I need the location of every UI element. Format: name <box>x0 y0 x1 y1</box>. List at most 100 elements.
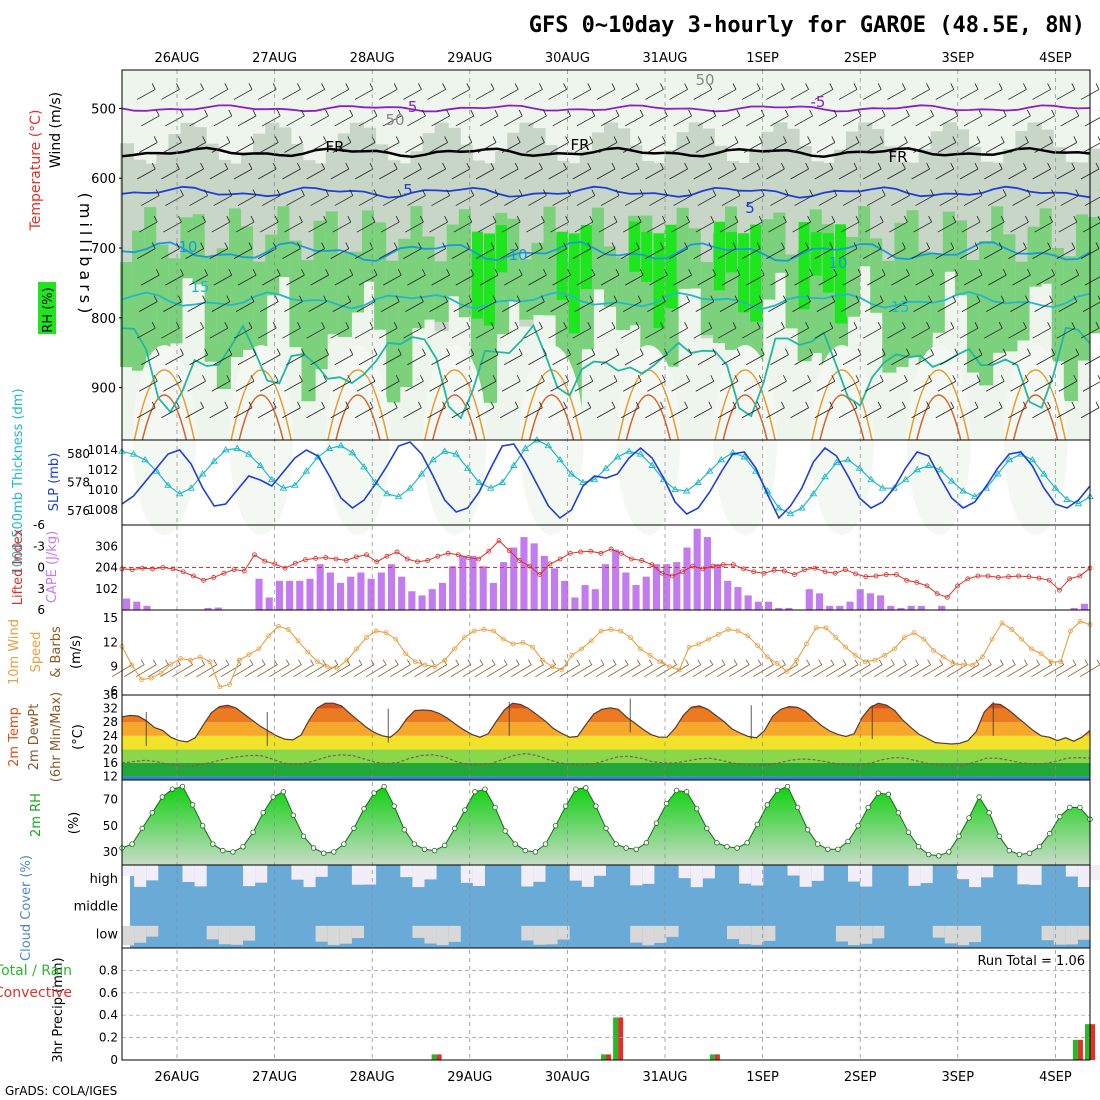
wind-barb <box>500 401 519 419</box>
wind-barb <box>524 242 543 259</box>
wind-barb <box>1032 162 1051 180</box>
wind-ylabel: Speed <box>29 632 44 673</box>
wind-barb <box>598 136 618 153</box>
isotherm-30 <box>625 394 672 441</box>
rh-band-green <box>930 253 945 333</box>
date-label-top: 29AUG <box>447 51 492 66</box>
wind-speed-point <box>344 657 350 663</box>
cloud-high-gap <box>908 865 921 886</box>
wind-speed-point <box>510 641 516 647</box>
wind-barb <box>330 322 350 339</box>
wind-barb <box>213 268 233 286</box>
wind-barb <box>237 268 257 286</box>
rh-point <box>542 841 549 847</box>
thickness-point <box>636 450 645 457</box>
wind-barb <box>308 375 327 392</box>
cloud-high-gap <box>642 865 655 884</box>
wind-barb-10m <box>982 659 1004 678</box>
wind-barb <box>403 242 422 259</box>
cloud-high-gap <box>460 865 473 883</box>
rh-point <box>351 825 357 832</box>
cloud-high-gap <box>739 865 752 884</box>
wind-barb <box>403 322 422 339</box>
wind-barb <box>211 215 231 233</box>
rh-band-bright <box>665 224 678 309</box>
wind-barb <box>959 162 979 180</box>
precip-convective-bar <box>618 1017 624 1060</box>
wind-barb <box>330 401 350 419</box>
wind-barb <box>770 189 789 206</box>
wind-barb <box>185 162 204 180</box>
cape-bar <box>601 564 610 610</box>
wind-barb <box>766 322 785 339</box>
wind-barb <box>479 109 499 127</box>
wind-barb <box>794 109 813 127</box>
wind-barb <box>1036 109 1055 127</box>
rh-point <box>734 845 740 851</box>
li-point <box>669 573 675 579</box>
cape-tick: 204 <box>95 561 118 575</box>
wind-barb <box>576 109 596 127</box>
rh-band-green <box>349 251 364 313</box>
cape-bar <box>143 605 151 610</box>
li-point <box>781 568 787 574</box>
thickness-point <box>947 477 956 484</box>
thickness-point <box>959 487 968 494</box>
wind-barb <box>939 268 959 286</box>
wind-barb <box>1010 375 1029 392</box>
rh-band-bright <box>834 224 847 324</box>
wind-barb-10m <box>329 659 351 678</box>
wind-barb <box>623 295 642 313</box>
rh-band-green <box>967 259 982 373</box>
wind-speed-point <box>295 638 301 644</box>
li-point <box>303 557 308 563</box>
rh-point <box>915 843 922 850</box>
cape-bar <box>622 572 630 610</box>
temp-ylabel: (6hr Min/Max) <box>49 692 64 782</box>
cloud-low-gap <box>146 925 159 937</box>
rh-point <box>472 789 478 795</box>
cloud-high-gap <box>981 865 994 878</box>
wind-barb <box>913 295 932 313</box>
rh-tick: 30 <box>103 845 118 859</box>
wind-barb <box>1034 375 1053 392</box>
cloud-low-gap <box>654 925 667 943</box>
date-label-bottom: 27AUG <box>252 1070 297 1085</box>
thickness-point <box>233 444 242 451</box>
cape-bar <box>336 582 345 610</box>
rh-band-green <box>374 222 389 330</box>
wind-barb <box>550 215 569 233</box>
wind-barb <box>455 348 475 366</box>
wind-barb <box>405 215 424 233</box>
rh-band-green <box>313 220 328 370</box>
li-point <box>700 566 706 572</box>
wind-barb-10m <box>668 659 690 678</box>
rh-point <box>784 783 791 790</box>
cape-bar <box>713 564 722 610</box>
wind-barb <box>838 83 858 100</box>
wind-barb <box>137 162 156 180</box>
wind-barb <box>332 136 352 153</box>
cloud-low-gap <box>327 925 340 946</box>
wind-barb <box>792 136 811 153</box>
wind-barb <box>262 268 281 286</box>
li-point <box>1077 573 1083 579</box>
thickness-point <box>890 484 898 491</box>
wind-barb <box>381 375 400 392</box>
wind-barb <box>572 83 592 100</box>
thickness-point <box>141 455 149 463</box>
wind-barb-10m <box>305 659 327 678</box>
cape-bar <box>775 607 783 610</box>
li-point <box>466 555 471 560</box>
rh-point <box>905 829 912 836</box>
wind-barb <box>838 162 858 180</box>
wind-barb-10m <box>148 659 169 678</box>
wind-barb-10m <box>402 659 423 678</box>
wind-speed-point <box>256 646 262 652</box>
wind-barb <box>163 295 182 313</box>
wind-barb <box>524 83 543 100</box>
footer-credit: GrADS: COLA/IGES <box>5 1084 117 1098</box>
wind-barb <box>383 189 402 206</box>
temp-line <box>121 702 1091 745</box>
wind-barb <box>260 295 279 313</box>
